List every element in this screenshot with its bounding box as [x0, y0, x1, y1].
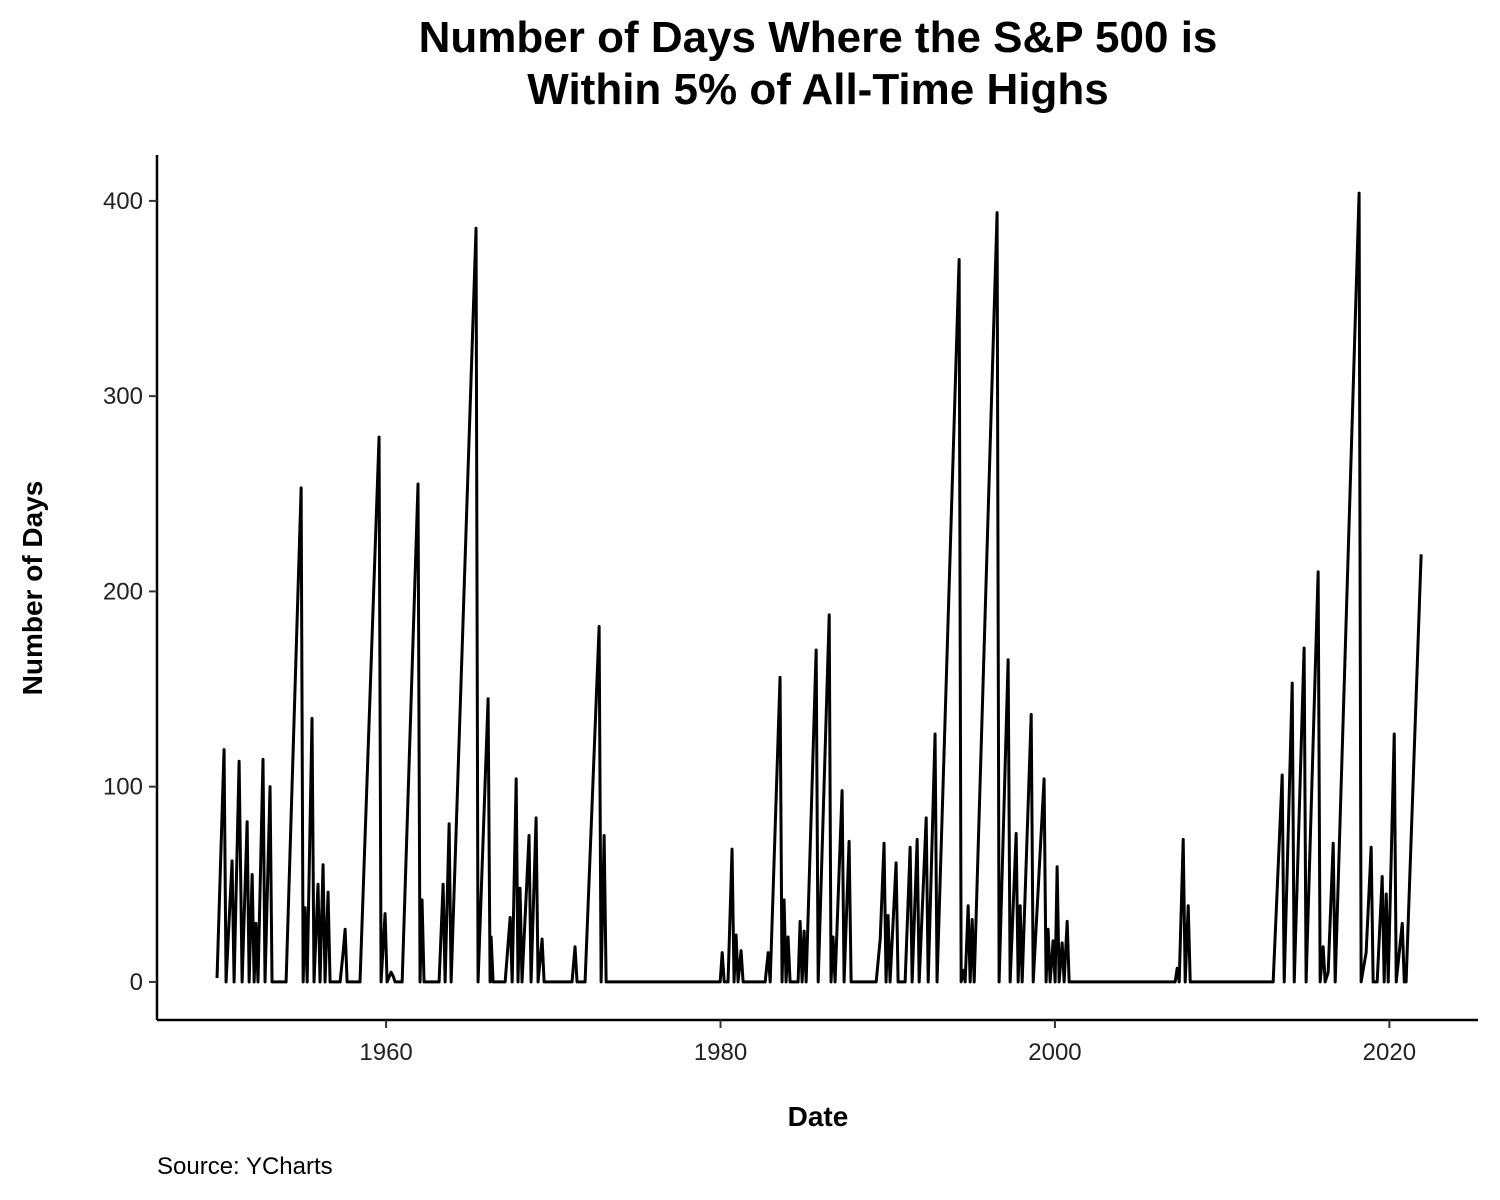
y-tick-label: 400: [103, 188, 143, 215]
source-note: Source: YCharts: [157, 1153, 333, 1180]
y-axis-title: Number of Days: [17, 481, 48, 696]
y-tick-label: 200: [103, 578, 143, 605]
x-tick-label: 2000: [1028, 1039, 1081, 1066]
x-tick-label: 2020: [1363, 1039, 1416, 1066]
y-tick-label: 300: [103, 383, 143, 410]
x-tick-label: 1980: [694, 1039, 747, 1066]
x-tick-label: 1960: [359, 1039, 412, 1066]
data-line: [215, 191, 1423, 984]
y-tick-label: 100: [103, 774, 143, 801]
chart-title: Number of Days Where the S&P 500 is With…: [418, 13, 1218, 114]
y-tick-label: 0: [130, 969, 143, 996]
x-axis-title: Date: [788, 1101, 849, 1132]
